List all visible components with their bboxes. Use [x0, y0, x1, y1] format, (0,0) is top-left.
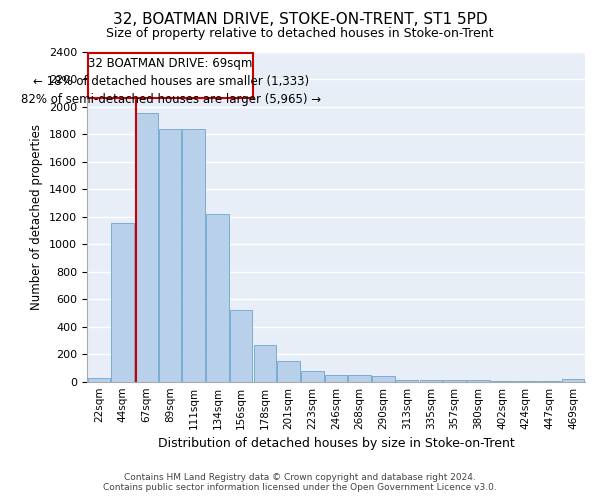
Bar — [396, 380, 418, 382]
Bar — [112, 224, 134, 382]
Bar — [88, 378, 110, 382]
Bar — [467, 380, 490, 382]
Bar — [254, 345, 276, 382]
X-axis label: Distribution of detached houses by size in Stoke-on-Trent: Distribution of detached houses by size … — [158, 437, 514, 450]
Bar — [325, 376, 347, 382]
Bar — [491, 381, 513, 382]
Bar — [159, 128, 181, 382]
Bar — [514, 381, 537, 382]
Bar — [301, 370, 323, 382]
Bar — [182, 128, 205, 382]
Bar — [206, 214, 229, 382]
Bar — [562, 379, 584, 382]
Text: Size of property relative to detached houses in Stoke-on-Trent: Size of property relative to detached ho… — [106, 28, 494, 40]
Bar — [372, 376, 395, 382]
Bar — [230, 310, 253, 382]
Bar — [443, 380, 466, 382]
Bar — [419, 380, 442, 382]
Bar — [538, 381, 560, 382]
Y-axis label: Number of detached properties: Number of detached properties — [31, 124, 43, 310]
FancyBboxPatch shape — [88, 53, 253, 98]
Text: Contains HM Land Registry data © Crown copyright and database right 2024.
Contai: Contains HM Land Registry data © Crown c… — [103, 473, 497, 492]
Text: 32, BOATMAN DRIVE, STOKE-ON-TRENT, ST1 5PD: 32, BOATMAN DRIVE, STOKE-ON-TRENT, ST1 5… — [113, 12, 487, 28]
Bar — [277, 361, 300, 382]
Bar — [349, 376, 371, 382]
Bar — [135, 114, 158, 382]
Text: 32 BOATMAN DRIVE: 69sqm
← 18% of detached houses are smaller (1,333)
82% of semi: 32 BOATMAN DRIVE: 69sqm ← 18% of detache… — [20, 57, 320, 106]
